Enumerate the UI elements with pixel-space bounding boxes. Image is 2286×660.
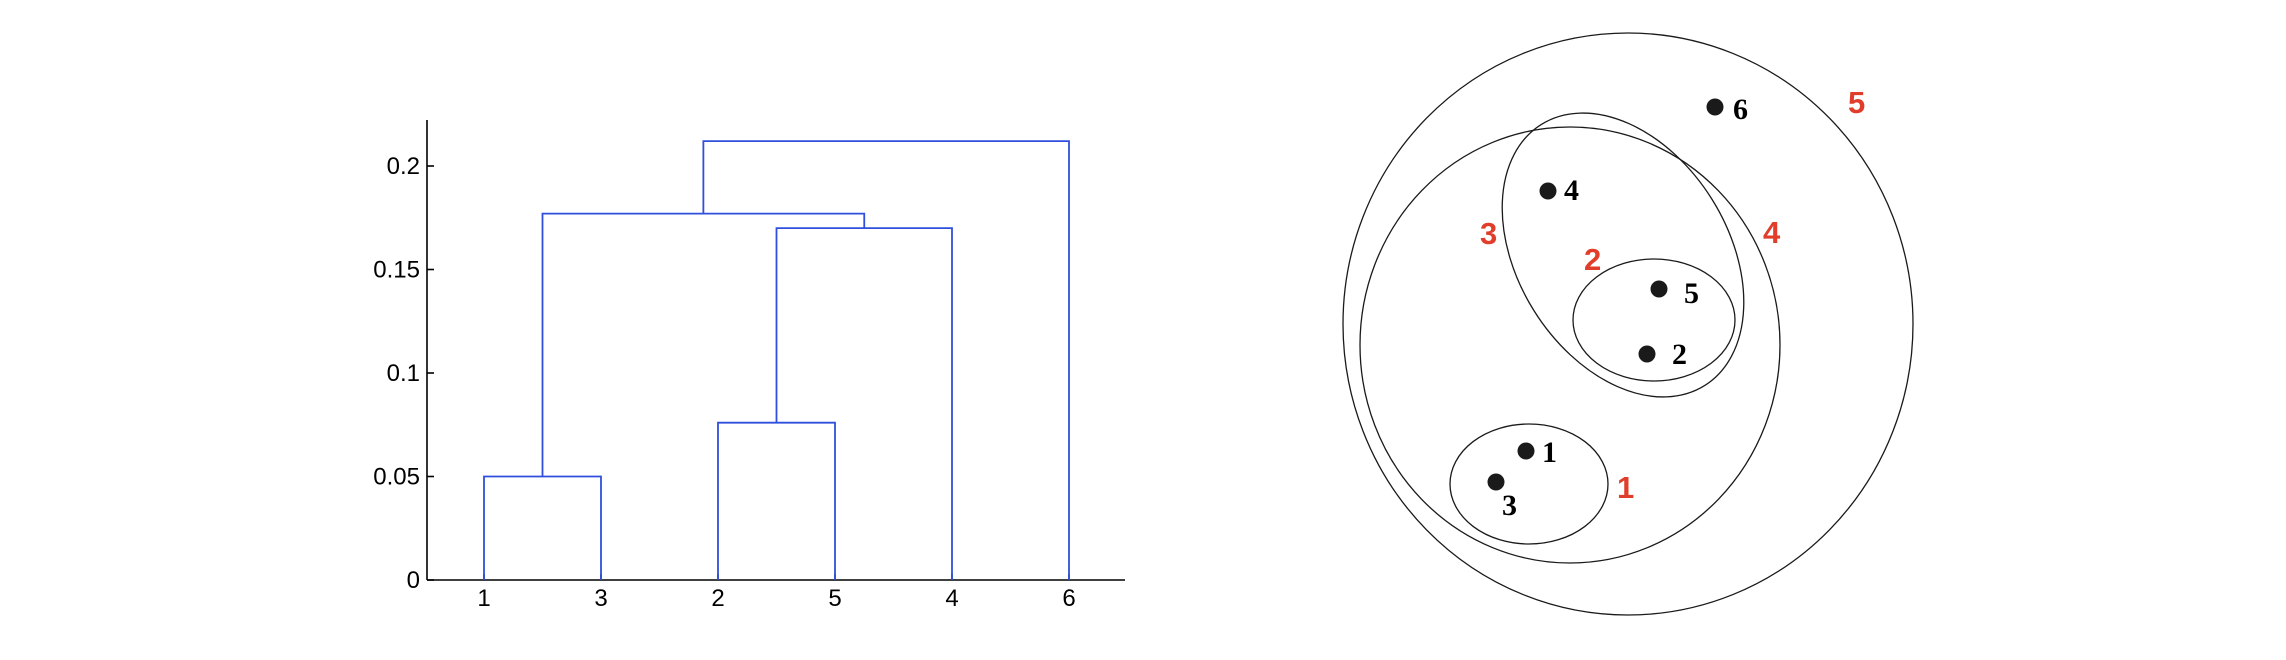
- x-tick-label: 4: [945, 585, 958, 612]
- cluster-4-label: 4: [1763, 215, 1781, 250]
- x-tick-label: 3: [594, 585, 607, 612]
- point-5-label: 5: [1684, 277, 1699, 310]
- cluster-3-label: 3: [1480, 216, 1497, 251]
- point-6-label: 6: [1733, 93, 1748, 126]
- y-tick-label: 0.1: [387, 360, 420, 387]
- point-4-marker: [1539, 182, 1557, 200]
- point-3-marker: [1487, 473, 1505, 491]
- dendrogram-links: [483, 140, 1070, 580]
- cluster-3-outline: [1501, 112, 1745, 398]
- point-1-marker: [1517, 442, 1535, 460]
- y-tick-label: 0: [407, 567, 420, 594]
- point-6-marker: [1706, 98, 1724, 116]
- y-tick-label: 0.05: [373, 464, 420, 491]
- point-2-marker: [1638, 345, 1656, 363]
- x-tick-label: 5: [828, 585, 841, 612]
- point-2-label: 2: [1672, 338, 1687, 371]
- point-1-label: 1: [1542, 436, 1557, 469]
- dendrogram-link-3: [775, 227, 953, 580]
- dendrogram-link-5: [702, 140, 1070, 580]
- cluster-1-outline: [1449, 423, 1609, 545]
- point-5-marker: [1650, 280, 1668, 298]
- y-tick-label: 0.15: [373, 257, 420, 284]
- dendrogram-link-4: [541, 212, 866, 477]
- x-tick-label: 2: [711, 585, 724, 612]
- dendrogram-link-2: [717, 421, 836, 580]
- cluster-5-label: 5: [1848, 85, 1865, 120]
- x-tick-label: 6: [1062, 585, 1075, 612]
- point-4-label: 4: [1564, 174, 1579, 207]
- x-tick-label: 1: [477, 585, 490, 612]
- cluster-2-label: 2: [1584, 242, 1601, 277]
- cluster-2-outline: [1572, 258, 1736, 382]
- dendrogram-link-1: [483, 475, 602, 580]
- cluster-1-label: 1: [1617, 470, 1634, 505]
- y-tick-label: 0.2: [387, 153, 420, 180]
- dendrogram-chart: 0 0.05 0.1 0.15 0.2 1 3 2 5 4 6: [373, 120, 1125, 612]
- cluster-4-outline: [1359, 126, 1781, 564]
- point-3-label: 3: [1502, 489, 1517, 522]
- y-axis-ticks: 0 0.05 0.1 0.15 0.2: [373, 153, 434, 594]
- cluster-5-outline: [1342, 32, 1914, 616]
- nested-cluster-diagram: 6 4 5 2 1 3 5 4 3 2 1: [1342, 32, 1914, 616]
